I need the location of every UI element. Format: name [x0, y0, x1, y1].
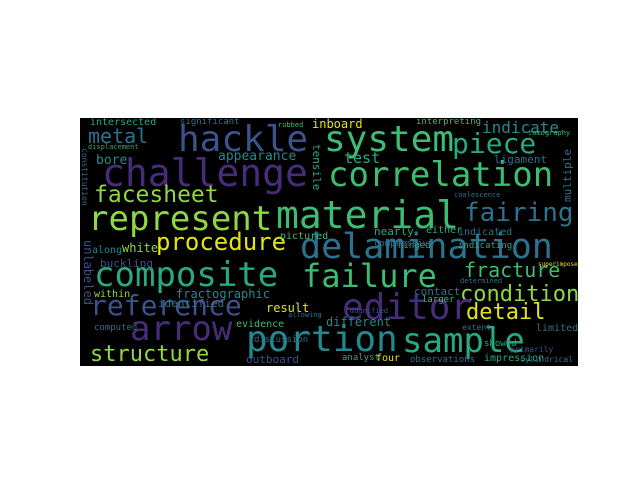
word-nearly: nearly	[374, 225, 414, 238]
word-superimposed: superimposed	[538, 261, 578, 268]
word-appearance: appearance	[218, 149, 297, 164]
word-unlabeled: unlabeled	[81, 240, 95, 306]
word-represent: represent	[88, 199, 273, 239]
word-inboard: inboard	[312, 118, 363, 131]
word-either: either	[426, 225, 463, 236]
word-larger: larger	[422, 295, 455, 305]
word-tomography: tomography	[528, 129, 571, 137]
word-different: different	[326, 315, 392, 329]
word-compressive: compressive	[374, 239, 434, 249]
word-piece: piece	[452, 127, 537, 160]
word-outboard: outboard	[246, 353, 299, 366]
word-system: system	[324, 119, 455, 160]
word-fractographic: fractographic	[176, 287, 270, 301]
word-rubbed: rubbed	[278, 121, 304, 129]
word-white: white	[122, 241, 159, 255]
word-fairing: fairing	[464, 198, 574, 228]
word-buckling: buckling	[100, 257, 153, 270]
word-primarily: primarily	[510, 345, 554, 354]
word-hackle: hackle	[178, 119, 309, 160]
word-test: test	[344, 149, 381, 167]
word-indicated: indicated	[458, 227, 513, 238]
word-impression: impression	[484, 353, 545, 364]
word-within: within	[94, 289, 131, 300]
word-metal: metal	[88, 124, 149, 148]
word-identified: identified	[158, 297, 225, 310]
word-editor: editor	[342, 287, 473, 328]
word-reference: reference	[90, 289, 242, 322]
word-tensile: tensile	[310, 144, 323, 191]
word-showed: showed	[484, 339, 517, 349]
word-allowing: allowing	[288, 311, 322, 319]
word-pictured: pictured	[280, 231, 329, 242]
word-challenge: challenge	[102, 151, 308, 195]
word-along: along	[92, 245, 123, 256]
word-indicate: indicate	[482, 118, 560, 137]
word-material: material	[276, 193, 460, 237]
word-composite: composite	[94, 255, 279, 295]
word-arrow: arrow	[130, 309, 233, 349]
word-discussion: discussion	[254, 335, 309, 345]
word-cloud: hackle system piece indicate metal chall…	[80, 118, 578, 366]
word-hinged: hinged	[398, 241, 431, 251]
word-bore: bore	[96, 153, 128, 168]
word-facesheet: facesheet	[94, 182, 219, 208]
word-delamination: delamination	[300, 227, 553, 267]
word-failure: failure	[302, 257, 437, 295]
word-extent: extent	[462, 323, 491, 332]
word-evidence: evidence	[236, 319, 285, 330]
word-fracture: fracture	[464, 258, 561, 282]
word-constitution: constitution	[80, 148, 89, 206]
word-structure: structure	[90, 342, 210, 366]
word-multiple: multiple	[561, 149, 574, 202]
word-observations: observations	[410, 355, 476, 365]
word-coalescence: coalescence	[454, 191, 501, 199]
word-magnified: magnified	[350, 307, 388, 315]
word-cylindrical: cylindrical	[520, 355, 573, 364]
word-portion: portion	[246, 319, 398, 360]
word-determined: determined	[460, 277, 503, 285]
word-interpreting: interpreting	[416, 118, 482, 127]
word-displacement: displacement	[88, 143, 139, 151]
word-intersected: intersected	[90, 118, 157, 128]
word-sample: sample	[402, 321, 525, 361]
word-condition: condition	[460, 282, 578, 307]
word-indicating: indicating	[458, 241, 513, 251]
word-four: four	[376, 353, 401, 364]
word-limited: limited	[536, 323, 578, 334]
word-procedure: procedure	[156, 228, 287, 256]
word-ligament: ligament	[494, 153, 547, 166]
word-computed: computed	[94, 323, 138, 333]
word-significant: significant	[180, 118, 240, 127]
word-result: result	[266, 301, 310, 315]
word-correlation: correlation	[328, 155, 554, 195]
word-contact: contact	[414, 285, 461, 298]
word-detail: detail	[466, 300, 546, 325]
word-analyst: analyst	[342, 353, 380, 363]
